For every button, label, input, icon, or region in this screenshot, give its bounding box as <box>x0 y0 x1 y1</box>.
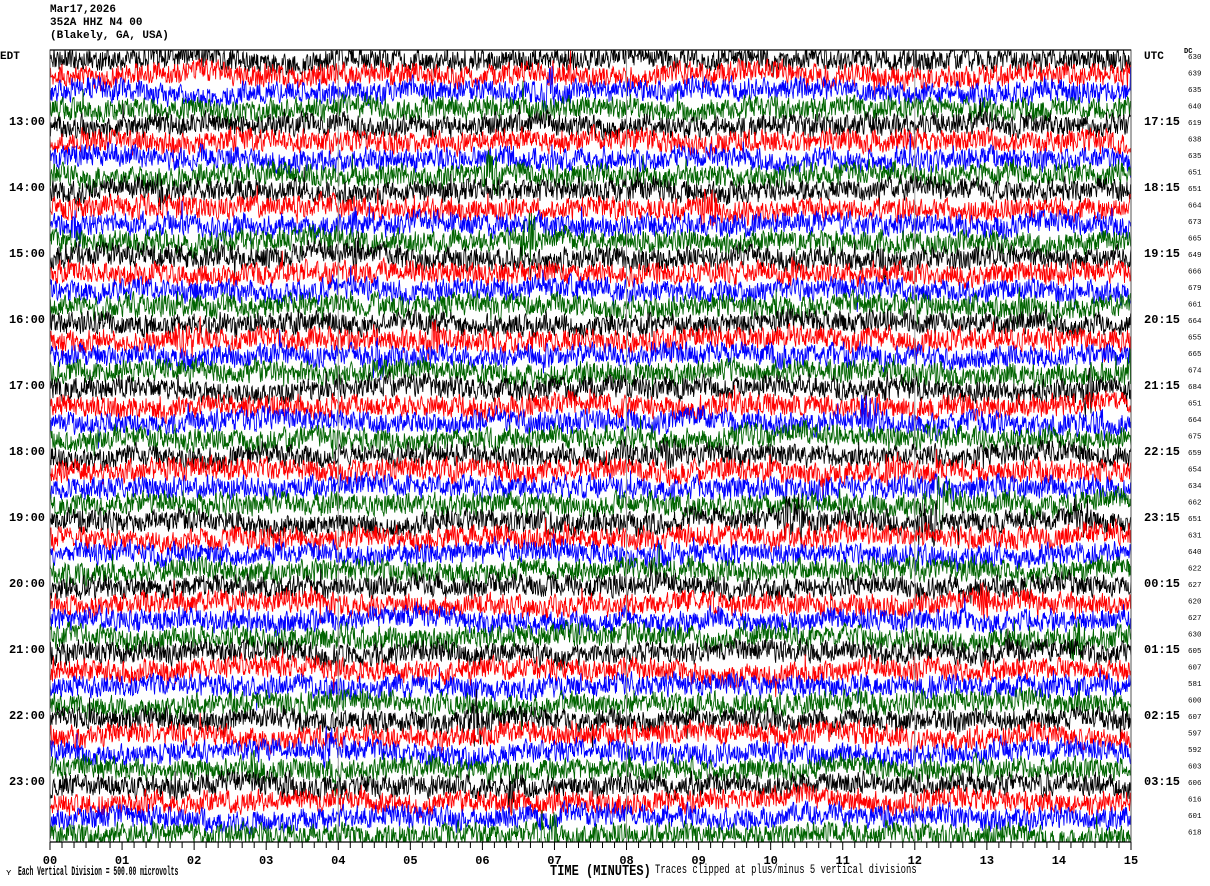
svg-text:638: 638 <box>1188 137 1202 145</box>
svg-text:15:00: 15:00 <box>9 247 45 261</box>
svg-text:21:00: 21:00 <box>9 643 45 657</box>
svg-text:651: 651 <box>1188 170 1202 178</box>
svg-text:674: 674 <box>1188 368 1202 376</box>
svg-text:627: 627 <box>1188 615 1202 623</box>
svg-text:Mar17,2026: Mar17,2026 <box>50 4 116 16</box>
svg-text:630: 630 <box>1188 632 1202 640</box>
svg-text:Each Vertical Division = 500.: Each Vertical Division = 500.00 microvol… <box>18 865 178 880</box>
svg-text:(Blakely, GA, USA): (Blakely, GA, USA) <box>50 30 169 42</box>
svg-text:684: 684 <box>1188 384 1202 392</box>
svg-text:620: 620 <box>1188 599 1202 607</box>
svg-text:661: 661 <box>1188 302 1202 310</box>
svg-text:14: 14 <box>1052 854 1066 868</box>
svg-text:597: 597 <box>1188 731 1202 739</box>
svg-text:19:15: 19:15 <box>1144 247 1180 261</box>
svg-text:607: 607 <box>1188 714 1202 722</box>
svg-text:635: 635 <box>1188 153 1202 161</box>
svg-text:ʏ: ʏ <box>6 868 12 878</box>
svg-text:640: 640 <box>1188 549 1202 557</box>
svg-text:622: 622 <box>1188 566 1202 574</box>
svg-text:605: 605 <box>1188 648 1202 656</box>
svg-text:654: 654 <box>1188 467 1202 475</box>
svg-text:639: 639 <box>1188 71 1202 79</box>
svg-text:607: 607 <box>1188 665 1202 673</box>
svg-text:03: 03 <box>259 854 273 868</box>
svg-text:673: 673 <box>1188 219 1202 227</box>
svg-text:EDT: EDT <box>0 51 20 63</box>
svg-text:679: 679 <box>1188 285 1202 293</box>
svg-text:601: 601 <box>1188 813 1202 821</box>
svg-text:UTC: UTC <box>1144 51 1164 63</box>
svg-text:659: 659 <box>1188 450 1202 458</box>
svg-text:23:00: 23:00 <box>9 775 45 789</box>
svg-text:06: 06 <box>475 854 489 868</box>
svg-text:664: 664 <box>1188 417 1202 425</box>
svg-text:665: 665 <box>1188 351 1202 359</box>
svg-text:666: 666 <box>1188 269 1202 277</box>
svg-text:18:15: 18:15 <box>1144 181 1180 195</box>
svg-text:17:00: 17:00 <box>9 379 45 393</box>
svg-text:20:15: 20:15 <box>1144 313 1180 327</box>
svg-text:14:00: 14:00 <box>9 181 45 195</box>
svg-text:662: 662 <box>1188 500 1202 508</box>
svg-text:640: 640 <box>1188 104 1202 112</box>
svg-text:664: 664 <box>1188 203 1202 211</box>
svg-text:651: 651 <box>1188 516 1202 524</box>
svg-text:15: 15 <box>1124 854 1138 868</box>
svg-text:664: 664 <box>1188 318 1202 326</box>
svg-text:21:15: 21:15 <box>1144 379 1180 393</box>
svg-text:651: 651 <box>1188 401 1202 409</box>
svg-text:634: 634 <box>1188 483 1202 491</box>
svg-text:655: 655 <box>1188 335 1202 343</box>
svg-text:651: 651 <box>1188 186 1202 194</box>
svg-text:02:15: 02:15 <box>1144 709 1180 723</box>
svg-text:02: 02 <box>187 854 201 868</box>
svg-text:18:00: 18:00 <box>9 445 45 459</box>
svg-text:581: 581 <box>1188 681 1202 689</box>
svg-text:20:00: 20:00 <box>9 577 45 591</box>
svg-text:592: 592 <box>1188 747 1202 755</box>
svg-text:22:00: 22:00 <box>9 709 45 723</box>
svg-text:01:15: 01:15 <box>1144 643 1180 657</box>
svg-text:22:15: 22:15 <box>1144 445 1180 459</box>
svg-text:Traces clipped at plus/minus 5: Traces clipped at plus/minus 5 vertical … <box>655 864 917 878</box>
svg-text:03:15: 03:15 <box>1144 775 1180 789</box>
svg-text:631: 631 <box>1188 533 1202 541</box>
svg-text:352A HHZ N4 00: 352A HHZ N4 00 <box>50 17 142 29</box>
svg-text:04: 04 <box>331 854 345 868</box>
svg-text:635: 635 <box>1188 87 1202 95</box>
svg-text:600: 600 <box>1188 698 1202 706</box>
svg-text:16:00: 16:00 <box>9 313 45 327</box>
svg-text:618: 618 <box>1188 830 1202 838</box>
svg-text:675: 675 <box>1188 434 1202 442</box>
svg-text:TIME (MINUTES): TIME (MINUTES) <box>550 864 651 881</box>
svg-text:05: 05 <box>403 854 417 868</box>
svg-text:616: 616 <box>1188 797 1202 805</box>
svg-text:17:15: 17:15 <box>1144 115 1180 129</box>
svg-text:627: 627 <box>1188 582 1202 590</box>
svg-text:00:15: 00:15 <box>1144 577 1180 591</box>
svg-text:603: 603 <box>1188 764 1202 772</box>
svg-text:23:15: 23:15 <box>1144 511 1180 525</box>
svg-text:649: 649 <box>1188 252 1202 260</box>
svg-text:619: 619 <box>1188 120 1202 128</box>
svg-text:606: 606 <box>1188 780 1202 788</box>
svg-text:19:00: 19:00 <box>9 511 45 525</box>
svg-text:665: 665 <box>1188 236 1202 244</box>
svg-text:13:00: 13:00 <box>9 115 45 129</box>
svg-text:13: 13 <box>980 854 994 868</box>
svg-text:630: 630 <box>1188 54 1202 62</box>
